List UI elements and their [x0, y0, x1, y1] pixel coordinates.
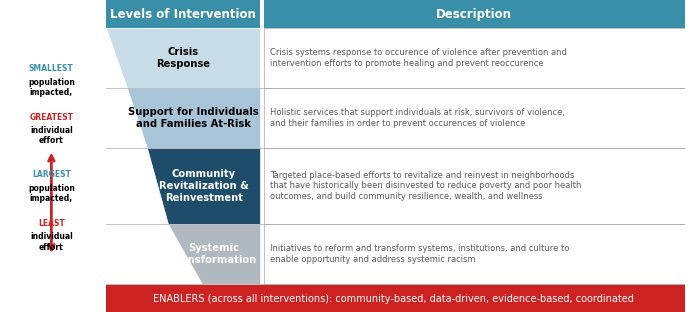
Text: individual
effort: individual effort: [30, 232, 73, 251]
FancyBboxPatch shape: [106, 285, 685, 312]
Polygon shape: [168, 224, 260, 284]
FancyBboxPatch shape: [264, 148, 685, 224]
Text: population
impacted,: population impacted,: [28, 184, 74, 203]
Text: Community
Revitalization &
Reinvestment: Community Revitalization & Reinvestment: [159, 168, 248, 203]
Text: SMALLEST: SMALLEST: [29, 64, 74, 73]
Text: Crisis
Response: Crisis Response: [156, 47, 210, 69]
Text: GREATEST: GREATEST: [29, 113, 73, 121]
FancyBboxPatch shape: [264, 28, 685, 88]
Text: Systemic
Transformation: Systemic Transformation: [171, 243, 257, 265]
Text: Initiatives to reform and transform systems, institutions, and culture to
enable: Initiatives to reform and transform syst…: [271, 244, 570, 264]
Polygon shape: [127, 88, 260, 148]
Text: individual
effort: individual effort: [30, 126, 73, 145]
Text: LARGEST: LARGEST: [32, 170, 71, 179]
Text: Holistic services that support individuals at risk, survivors of violence,
and t: Holistic services that support individua…: [271, 108, 565, 128]
FancyBboxPatch shape: [106, 0, 260, 28]
Polygon shape: [106, 28, 260, 88]
Text: Targeted place-based efforts to revitalize and reinvest in neighborhoods
that ha: Targeted place-based efforts to revitali…: [271, 171, 582, 201]
Text: Crisis systems response to occurence of violence after prevention and
interventi: Crisis systems response to occurence of …: [271, 48, 567, 68]
FancyBboxPatch shape: [264, 224, 685, 284]
FancyBboxPatch shape: [264, 88, 685, 148]
Text: ENABLERS (across all interventions): community-based, data-driven, evidence-base: ENABLERS (across all interventions): com…: [153, 294, 634, 304]
Text: Support for Individuals
and Families At-Risk: Support for Individuals and Families At-…: [128, 107, 259, 129]
FancyBboxPatch shape: [264, 0, 685, 28]
Polygon shape: [148, 148, 260, 224]
Text: Description: Description: [436, 7, 512, 21]
Text: LEAST: LEAST: [38, 219, 65, 227]
Text: Levels of Intervention: Levels of Intervention: [110, 7, 256, 21]
Text: population
impacted,: population impacted,: [28, 78, 74, 97]
